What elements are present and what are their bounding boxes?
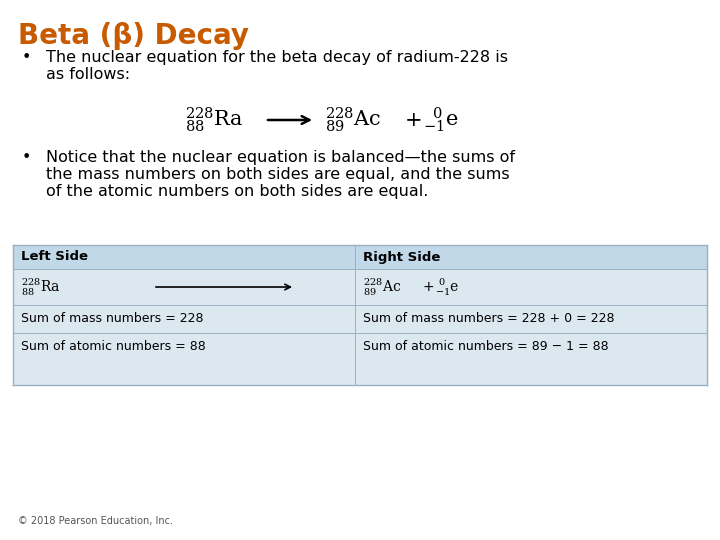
Bar [13, 245, 707, 269]
Text: Notice that the nuclear equation is balanced—the sums of: Notice that the nuclear equation is bala… [46, 150, 515, 165]
Text: Sum of atomic numbers = 89 − 1 = 88: Sum of atomic numbers = 89 − 1 = 88 [363, 341, 608, 354]
Text: $\mathregular{^{228}_{89}}$Ac: $\mathregular{^{228}_{89}}$Ac [363, 276, 401, 298]
Text: The nuclear equation for the beta decay of radium-228 is: The nuclear equation for the beta decay … [46, 50, 508, 65]
Text: +: + [405, 111, 423, 130]
Text: Sum of mass numbers = 228 + 0 = 228: Sum of mass numbers = 228 + 0 = 228 [363, 313, 614, 326]
Text: Left Side: Left Side [21, 251, 88, 264]
Text: the mass numbers on both sides are equal, and the sums: the mass numbers on both sides are equal… [46, 167, 510, 182]
Text: •: • [22, 50, 32, 65]
Text: •: • [22, 150, 32, 165]
Text: Right Side: Right Side [363, 251, 441, 264]
Text: © 2018 Pearson Education, Inc.: © 2018 Pearson Education, Inc. [18, 516, 173, 526]
Text: $\mathregular{^{228}_{88}}$Ra: $\mathregular{^{228}_{88}}$Ra [185, 106, 243, 134]
Text: +: + [423, 280, 435, 294]
Text: as follows:: as follows: [46, 67, 130, 82]
Text: $\mathregular{^{\ 0}_{-1}}$e: $\mathregular{^{\ 0}_{-1}}$e [435, 276, 459, 298]
Text: $\mathregular{^{228}_{89}}$Ac: $\mathregular{^{228}_{89}}$Ac [325, 106, 382, 134]
Text: $\mathregular{^{228}_{88}}$Ra: $\mathregular{^{228}_{88}}$Ra [21, 276, 60, 298]
Text: $\mathregular{^{\ \ 0}_{-1}}$e: $\mathregular{^{\ \ 0}_{-1}}$e [423, 106, 459, 134]
Text: of the atomic numbers on both sides are equal.: of the atomic numbers on both sides are … [46, 184, 428, 199]
Text: Beta (β) Decay: Beta (β) Decay [18, 22, 249, 50]
Bar [13, 245, 707, 385]
Text: Sum of mass numbers = 228: Sum of mass numbers = 228 [21, 313, 204, 326]
Text: Sum of atomic numbers = 88: Sum of atomic numbers = 88 [21, 341, 206, 354]
